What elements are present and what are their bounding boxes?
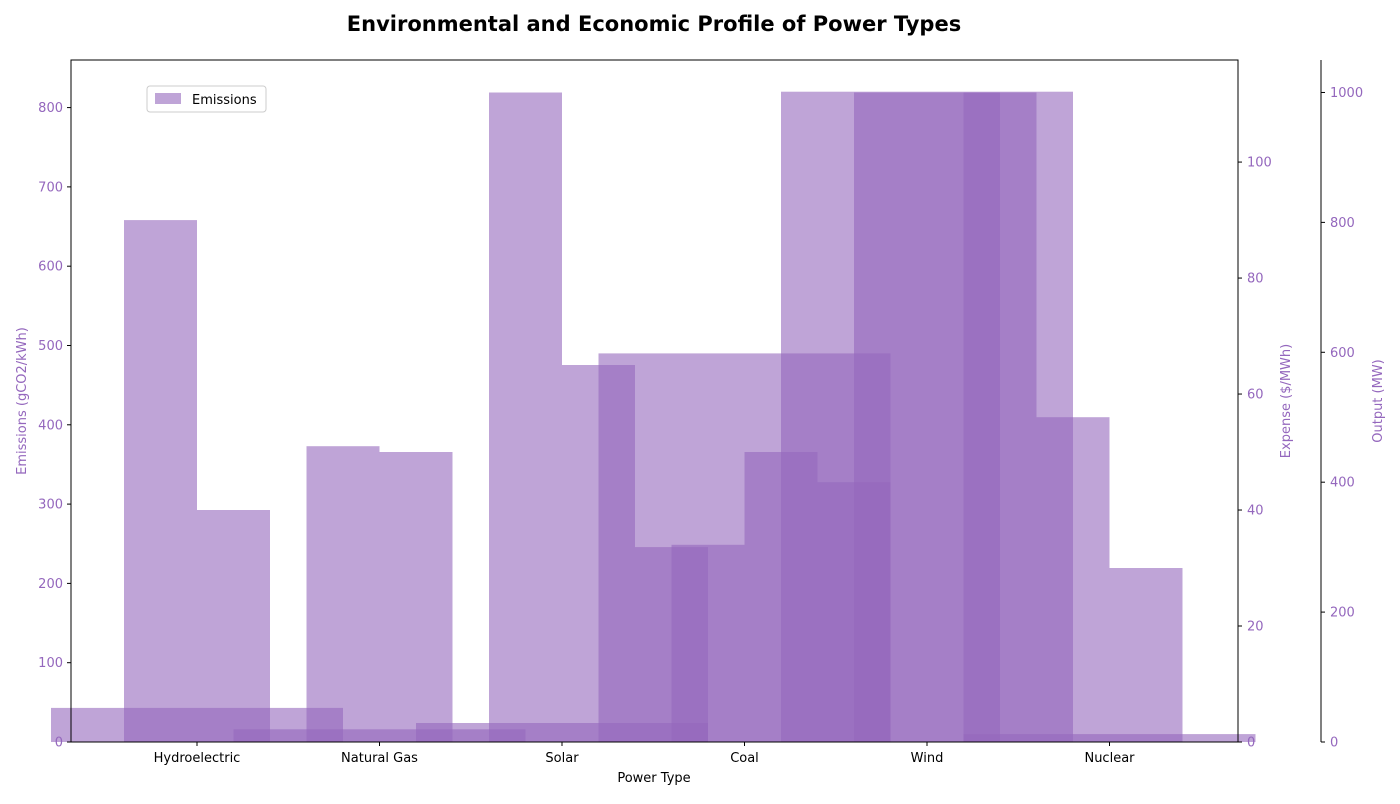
y-right1-tick-label: 80 (1247, 272, 1264, 287)
y-right2-tick-label: 400 (1330, 476, 1355, 491)
bar-series1-solar (489, 92, 562, 742)
axes-group: Hydroelectric Natural Gas Solar Coal Wind Nuc… (38, 59, 1363, 766)
y-axis-right2-label: Output (MW) (1371, 359, 1386, 443)
bar-series3-wind (817, 482, 891, 742)
y-right2-tick-label: 600 (1330, 346, 1355, 361)
bar-series4-wind (963, 92, 1037, 742)
bar-series1-hydroelectric (124, 220, 197, 743)
y-left-tick-label: 500 (38, 339, 63, 354)
legend-label-emissions: Emissions (192, 93, 257, 108)
bar-series2-hydroelectric (197, 510, 270, 742)
y-right1-tick-label: 20 (1247, 620, 1264, 635)
y-axis-right1-label: Expense ($/MWh) (1279, 344, 1294, 458)
legend: Emissions (146, 85, 267, 113)
x-tick-label: Nuclear (1084, 751, 1135, 766)
x-tick-label: Solar (545, 751, 579, 766)
legend-frame (146, 85, 267, 113)
y-left-tick-label: 400 (38, 418, 63, 433)
y-left-tick-label: 200 (38, 577, 63, 592)
x-tick-label: Coal (730, 751, 759, 766)
y-right2-tick-label: 0 (1330, 736, 1338, 751)
y-right1-tick-label: 40 (1247, 504, 1264, 519)
y-right2-tick-label: 200 (1330, 606, 1355, 621)
y-right2-tick-label: 1000 (1330, 86, 1363, 101)
x-tick-label: Hydroelectric (154, 751, 241, 766)
bar-series2-nuclear (1109, 568, 1183, 742)
bars-group (51, 91, 1256, 743)
y-left-tick-label: 800 (38, 101, 63, 116)
chart-title: Environmental and Economic Profile of Po… (347, 12, 961, 36)
x-tick-label: Wind (911, 751, 944, 766)
y-left-tick-label: 300 (38, 498, 63, 513)
y-right1-tick-label: 0 (1247, 736, 1255, 751)
plot-frame (70, 59, 1239, 743)
y-left-tick-label: 0 (55, 736, 63, 751)
y-left-tick-label: 600 (38, 260, 63, 275)
bar-series2-solar (562, 365, 635, 742)
y-axis-left-label: Emissions (gCO2/kWh) (15, 327, 30, 475)
x-axis-label: Power Type (617, 771, 690, 786)
y-left-tick-label: 100 (38, 656, 63, 671)
x-tick-label: Natural Gas (341, 751, 418, 766)
bar-series1-nuclear (1036, 417, 1110, 742)
bar-series1-natural-gas (306, 446, 380, 742)
bar-series2-natural-gas (379, 452, 453, 742)
y-left-tick-label: 700 (38, 180, 63, 195)
y-right1-tick-label: 60 (1247, 388, 1264, 403)
bar-series3-coal (635, 547, 708, 742)
bar-series2-coal (744, 452, 818, 742)
y-right2-tick-label: 800 (1330, 216, 1355, 231)
legend-swatch-emissions (155, 93, 181, 104)
y-right1-tick-label: 100 (1247, 156, 1272, 171)
